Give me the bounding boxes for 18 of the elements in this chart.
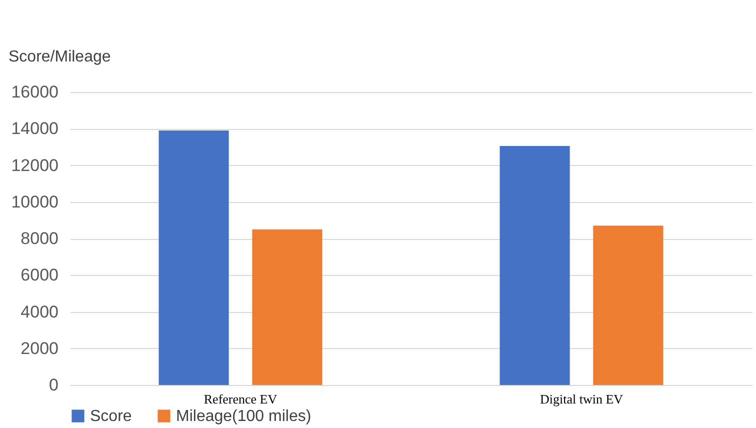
y-tick-label: 8000	[20, 229, 58, 248]
y-axis-title: Score/Mileage	[8, 48, 111, 66]
bar	[252, 229, 322, 385]
y-tick-label: 12000	[11, 156, 58, 175]
y-tick-label: 14000	[11, 119, 58, 138]
legend-label: Score	[90, 408, 132, 425]
y-tick-label: 0	[49, 376, 58, 394]
x-tick-label: Reference EV	[204, 392, 278, 406]
bar	[158, 130, 229, 385]
y-tick-label: 4000	[20, 302, 58, 322]
y-tick-label: 16000	[11, 82, 58, 102]
y-tick-label: 2000	[20, 338, 58, 358]
bar	[593, 226, 664, 385]
legend-label: Mileage(100 miles)	[176, 408, 312, 425]
x-tick-label: Digital twin EV	[540, 392, 624, 406]
y-tick-label: 6000	[20, 266, 58, 285]
y-tick-label: 10000	[11, 192, 58, 212]
bar	[500, 146, 570, 385]
